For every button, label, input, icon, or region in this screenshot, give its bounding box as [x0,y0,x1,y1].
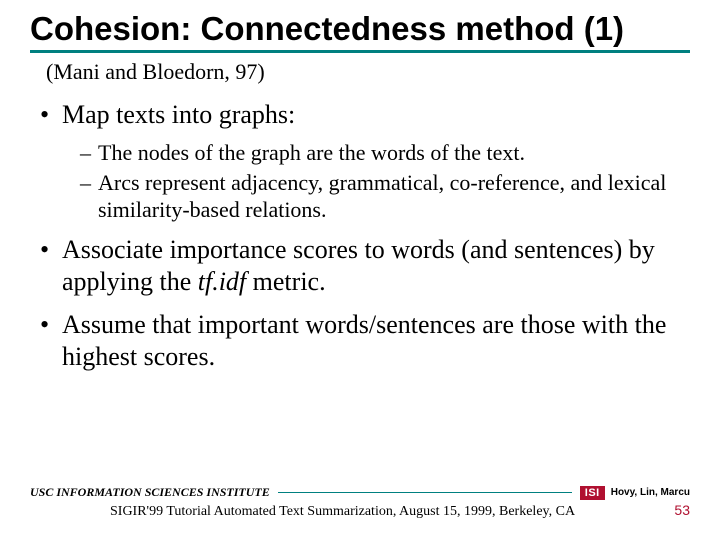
list-item: Arcs represent adjacency, grammatical, c… [80,169,690,224]
bullet-text: Assume that important words/sentences ar… [62,310,666,372]
sub-list: The nodes of the graph are the words of … [80,139,690,224]
list-item: Associate importance scores to words (an… [40,234,690,299]
bullet-text: Map texts into graphs: [62,100,295,129]
bullet-text-post: metric. [246,267,325,296]
bullet-text-italic: tf.idf [198,267,246,296]
footer-institute: USC INFORMATION SCIENCES INSTITUTE [30,485,270,500]
bullet-text-pre: Associate importance scores to words (an… [62,235,655,297]
list-item: Assume that important words/sentences ar… [40,309,690,374]
slide-title: Cohesion: Connectedness method (1) [30,10,690,48]
footer-venue: SIGIR'99 Tutorial Automated Text Summari… [110,504,575,520]
footer-logo-group: ISI Hovy, Lin, Marcu [580,486,690,500]
citation: (Mani and Bloedorn, 97) [46,59,690,85]
list-item: The nodes of the graph are the words of … [80,139,690,167]
footer-authors: Hovy, Lin, Marcu [611,487,690,498]
footer-divider [278,492,572,493]
isi-logo: ISI [580,486,605,500]
slide-footer: USC INFORMATION SCIENCES INSTITUTE ISI H… [30,485,690,520]
footer-top-row: USC INFORMATION SCIENCES INSTITUTE ISI H… [30,485,690,500]
list-item: Map texts into graphs: The nodes of the … [40,99,690,224]
footer-bottom-row: SIGIR'99 Tutorial Automated Text Summari… [30,502,690,520]
bullet-list: Map texts into graphs: The nodes of the … [40,99,690,374]
title-underline [30,50,690,53]
page-number: 53 [674,502,690,518]
